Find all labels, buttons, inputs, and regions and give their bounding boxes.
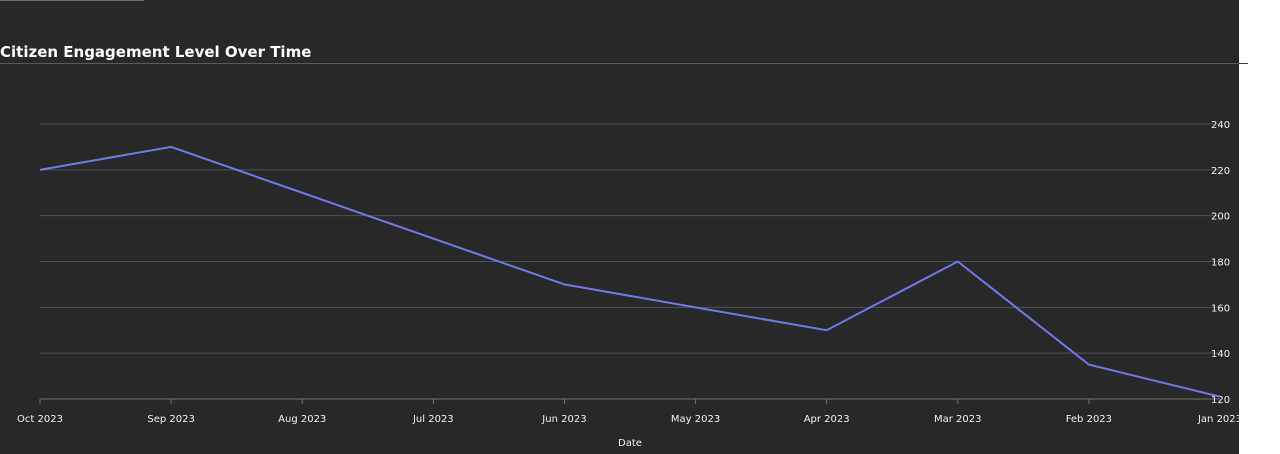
x-tick-label: Jan 2023 [1197,414,1239,425]
y-tick-label: 240 [1211,120,1230,131]
x-tick-label: May 2023 [671,414,720,425]
chart-title: Citizen Engagement Level Over Time [0,43,312,61]
y-tick-label: 160 [1211,303,1230,314]
x-tick-label: Sep 2023 [147,414,194,425]
y-tick-label: 180 [1211,258,1230,269]
x-tick-label: Jun 2023 [541,414,586,425]
series-line [39,145,1221,398]
y-axis-labels-group: 120 140 160 180 200 220 240 [1211,120,1230,406]
outside-tick-mark [1239,63,1248,64]
x-axis-title: Date [618,438,642,449]
y-tick-label: 200 [1211,212,1230,223]
y-tick-label: 220 [1211,166,1230,177]
y-tick-label: 140 [1211,349,1230,360]
x-tick-label: Feb 2023 [1066,414,1112,425]
y-tick-label: 120 [1211,395,1230,406]
x-tick-label: Jul 2023 [412,414,454,425]
chart-panel: Citizen Engagement Level Over Time Oct 2… [0,0,1239,454]
title-divider [0,63,1239,64]
x-tick-label: Oct 2023 [17,414,63,425]
x-axis-ticks-group: Oct 2023 Sep 2023 Aug 2023 Jul 2023 Jun 2023… [17,399,1239,425]
x-tick-label: Apr 2023 [804,414,850,425]
line-chart: Oct 2023 Sep 2023 Aug 2023 Jul 2023 Jun 2023… [17,120,1239,449]
x-tick-label: Aug 2023 [278,414,326,425]
gridlines-group [40,123,1220,400]
top-tab-line [0,0,144,1]
x-tick-label: Mar 2023 [934,414,982,425]
